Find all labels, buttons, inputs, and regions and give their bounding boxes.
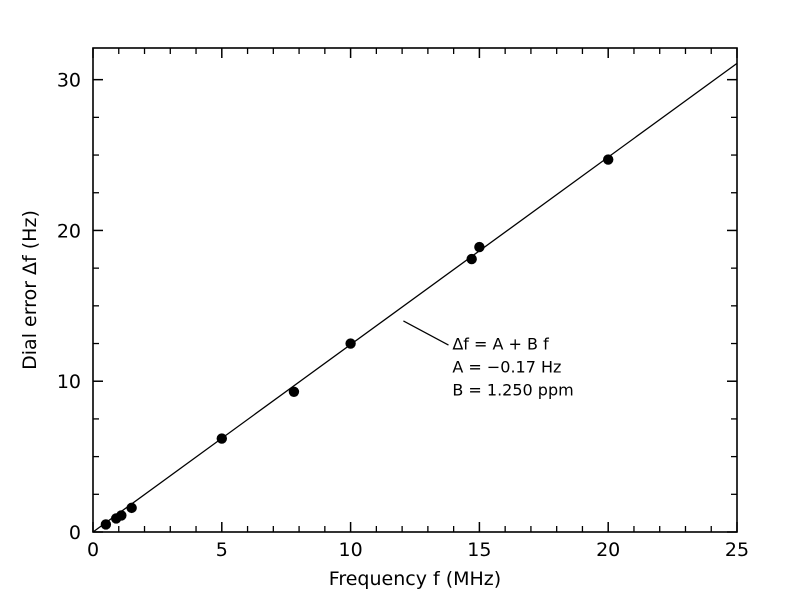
- x-axis-label: Frequency f (MHz): [329, 568, 501, 590]
- data-point: [474, 241, 485, 253]
- regression-line: [92, 62, 738, 533]
- data-point: [126, 502, 137, 514]
- data-point: [288, 386, 300, 397]
- y-tick-label: 20: [57, 220, 81, 242]
- annotation-line: B = 1.250 ppm: [452, 381, 573, 400]
- x-tick-label: 10: [339, 539, 363, 561]
- annotation-line: A = −0.17 Hz: [452, 358, 561, 377]
- x-tick-label: 25: [725, 539, 749, 561]
- fit-line: [92, 62, 738, 533]
- x-tick-label: 20: [596, 539, 620, 561]
- y-tick-label: 10: [57, 371, 81, 393]
- x-axis-ticks: [92, 48, 738, 532]
- annotation-leader-line: [403, 320, 449, 346]
- annotation-line: Δf = A + B f: [452, 335, 549, 354]
- y-axis-label: Dial error Δf (Hz): [19, 210, 41, 370]
- y-axis-ticks: [93, 78, 737, 533]
- y-tick-label: 0: [69, 522, 81, 544]
- y-tick-label: 30: [57, 70, 81, 92]
- annotation-text: Δf = A + B f A = −0.17 Hz B = 1.250 ppm: [452, 335, 573, 400]
- axes-box: [92, 47, 738, 533]
- data-point: [603, 154, 614, 165]
- x-tick-label: 15: [467, 539, 491, 561]
- data-point: [100, 519, 112, 530]
- data-point: [116, 510, 127, 521]
- leader-line: [403, 320, 449, 346]
- data-point: [216, 433, 227, 444]
- plot-frame: [92, 47, 738, 533]
- data-point: [345, 338, 356, 349]
- x-axis-tick-labels: 0 5 10 15 20 25: [87, 539, 749, 561]
- data-points: [100, 154, 614, 530]
- y-axis-tick-labels: 0 10 20 30: [57, 70, 81, 544]
- x-tick-label: 5: [216, 539, 228, 561]
- data-point: [466, 253, 477, 265]
- x-tick-label: 0: [87, 539, 99, 561]
